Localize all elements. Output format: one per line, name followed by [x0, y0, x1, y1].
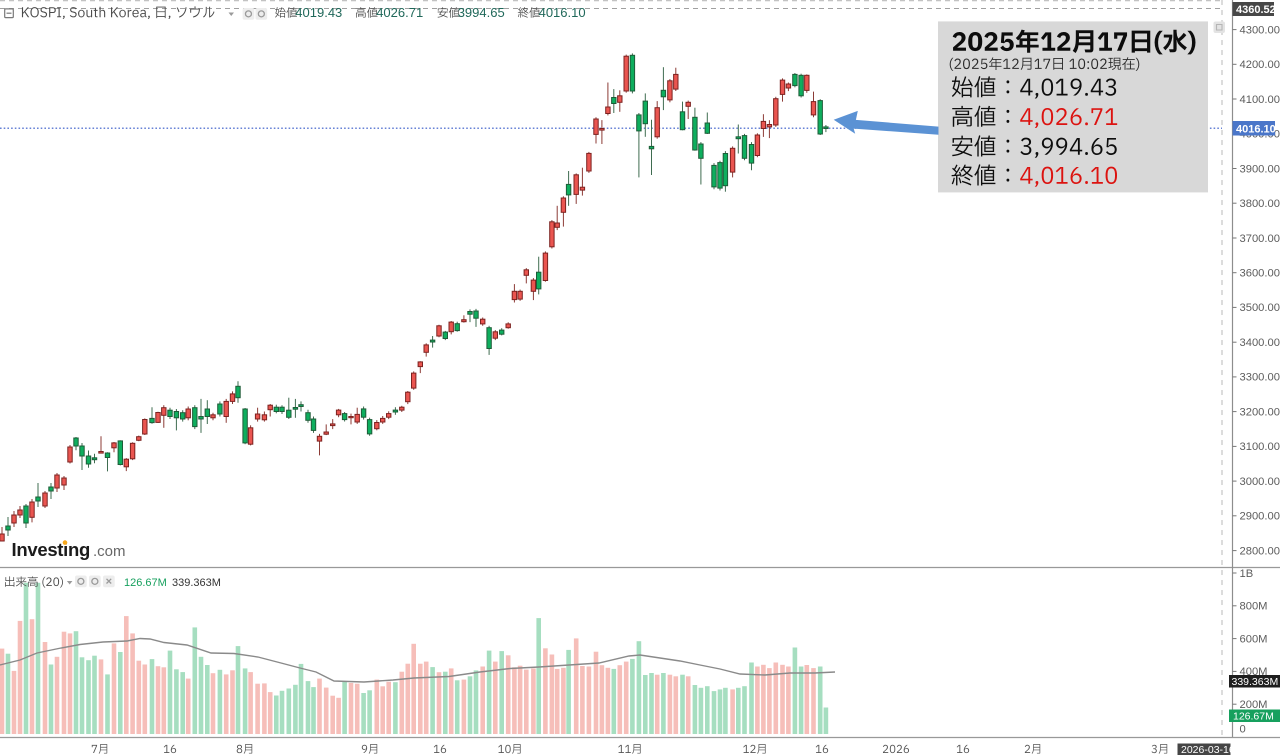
svg-text:3000.00: 3000.00: [1240, 476, 1280, 488]
svg-text:4200.00: 4200.00: [1240, 59, 1280, 71]
svg-text:3700.00: 3700.00: [1240, 233, 1280, 245]
svg-text:3994.65: 3994.65: [458, 5, 505, 20]
svg-text:3900.00: 3900.00: [1240, 163, 1280, 175]
svg-text:3800.00: 3800.00: [1240, 198, 1280, 210]
svg-text:339.363M: 339.363M: [1232, 676, 1279, 688]
svg-text:2800.00: 2800.00: [1240, 545, 1280, 557]
svg-text:3100.00: 3100.00: [1240, 441, 1280, 453]
svg-text:200M: 200M: [1240, 699, 1268, 711]
svg-text:4016.10: 4016.10: [539, 5, 586, 20]
svg-text:Investing: Investing: [12, 539, 91, 560]
svg-text:339.363M: 339.363M: [172, 577, 221, 589]
svg-text:3500.00: 3500.00: [1240, 302, 1280, 314]
svg-text:2900.00: 2900.00: [1240, 511, 1280, 523]
svg-text:3400.00: 3400.00: [1240, 337, 1280, 349]
svg-text:3200.00: 3200.00: [1240, 406, 1280, 418]
svg-text:1B: 1B: [1240, 568, 1254, 580]
svg-text:3300.00: 3300.00: [1240, 372, 1280, 384]
svg-text:600M: 600M: [1240, 633, 1268, 645]
svg-text:4360.52: 4360.52: [1236, 4, 1276, 16]
svg-text:2026-03-16: 2026-03-16: [1181, 744, 1235, 755]
svg-text:4016.10: 4016.10: [1236, 124, 1276, 136]
svg-text:3600.00: 3600.00: [1240, 268, 1280, 280]
svg-text:4300.00: 4300.00: [1240, 24, 1280, 36]
svg-text:126.67M: 126.67M: [124, 577, 167, 589]
svg-text:4026.71: 4026.71: [376, 5, 423, 20]
svg-text:0: 0: [1240, 724, 1246, 736]
svg-text:4019.43: 4019.43: [295, 5, 342, 20]
svg-text:.com: .com: [93, 543, 126, 560]
svg-text:126.67M: 126.67M: [1233, 711, 1274, 723]
svg-text:4100.00: 4100.00: [1240, 94, 1280, 106]
svg-text:800M: 800M: [1240, 601, 1268, 613]
